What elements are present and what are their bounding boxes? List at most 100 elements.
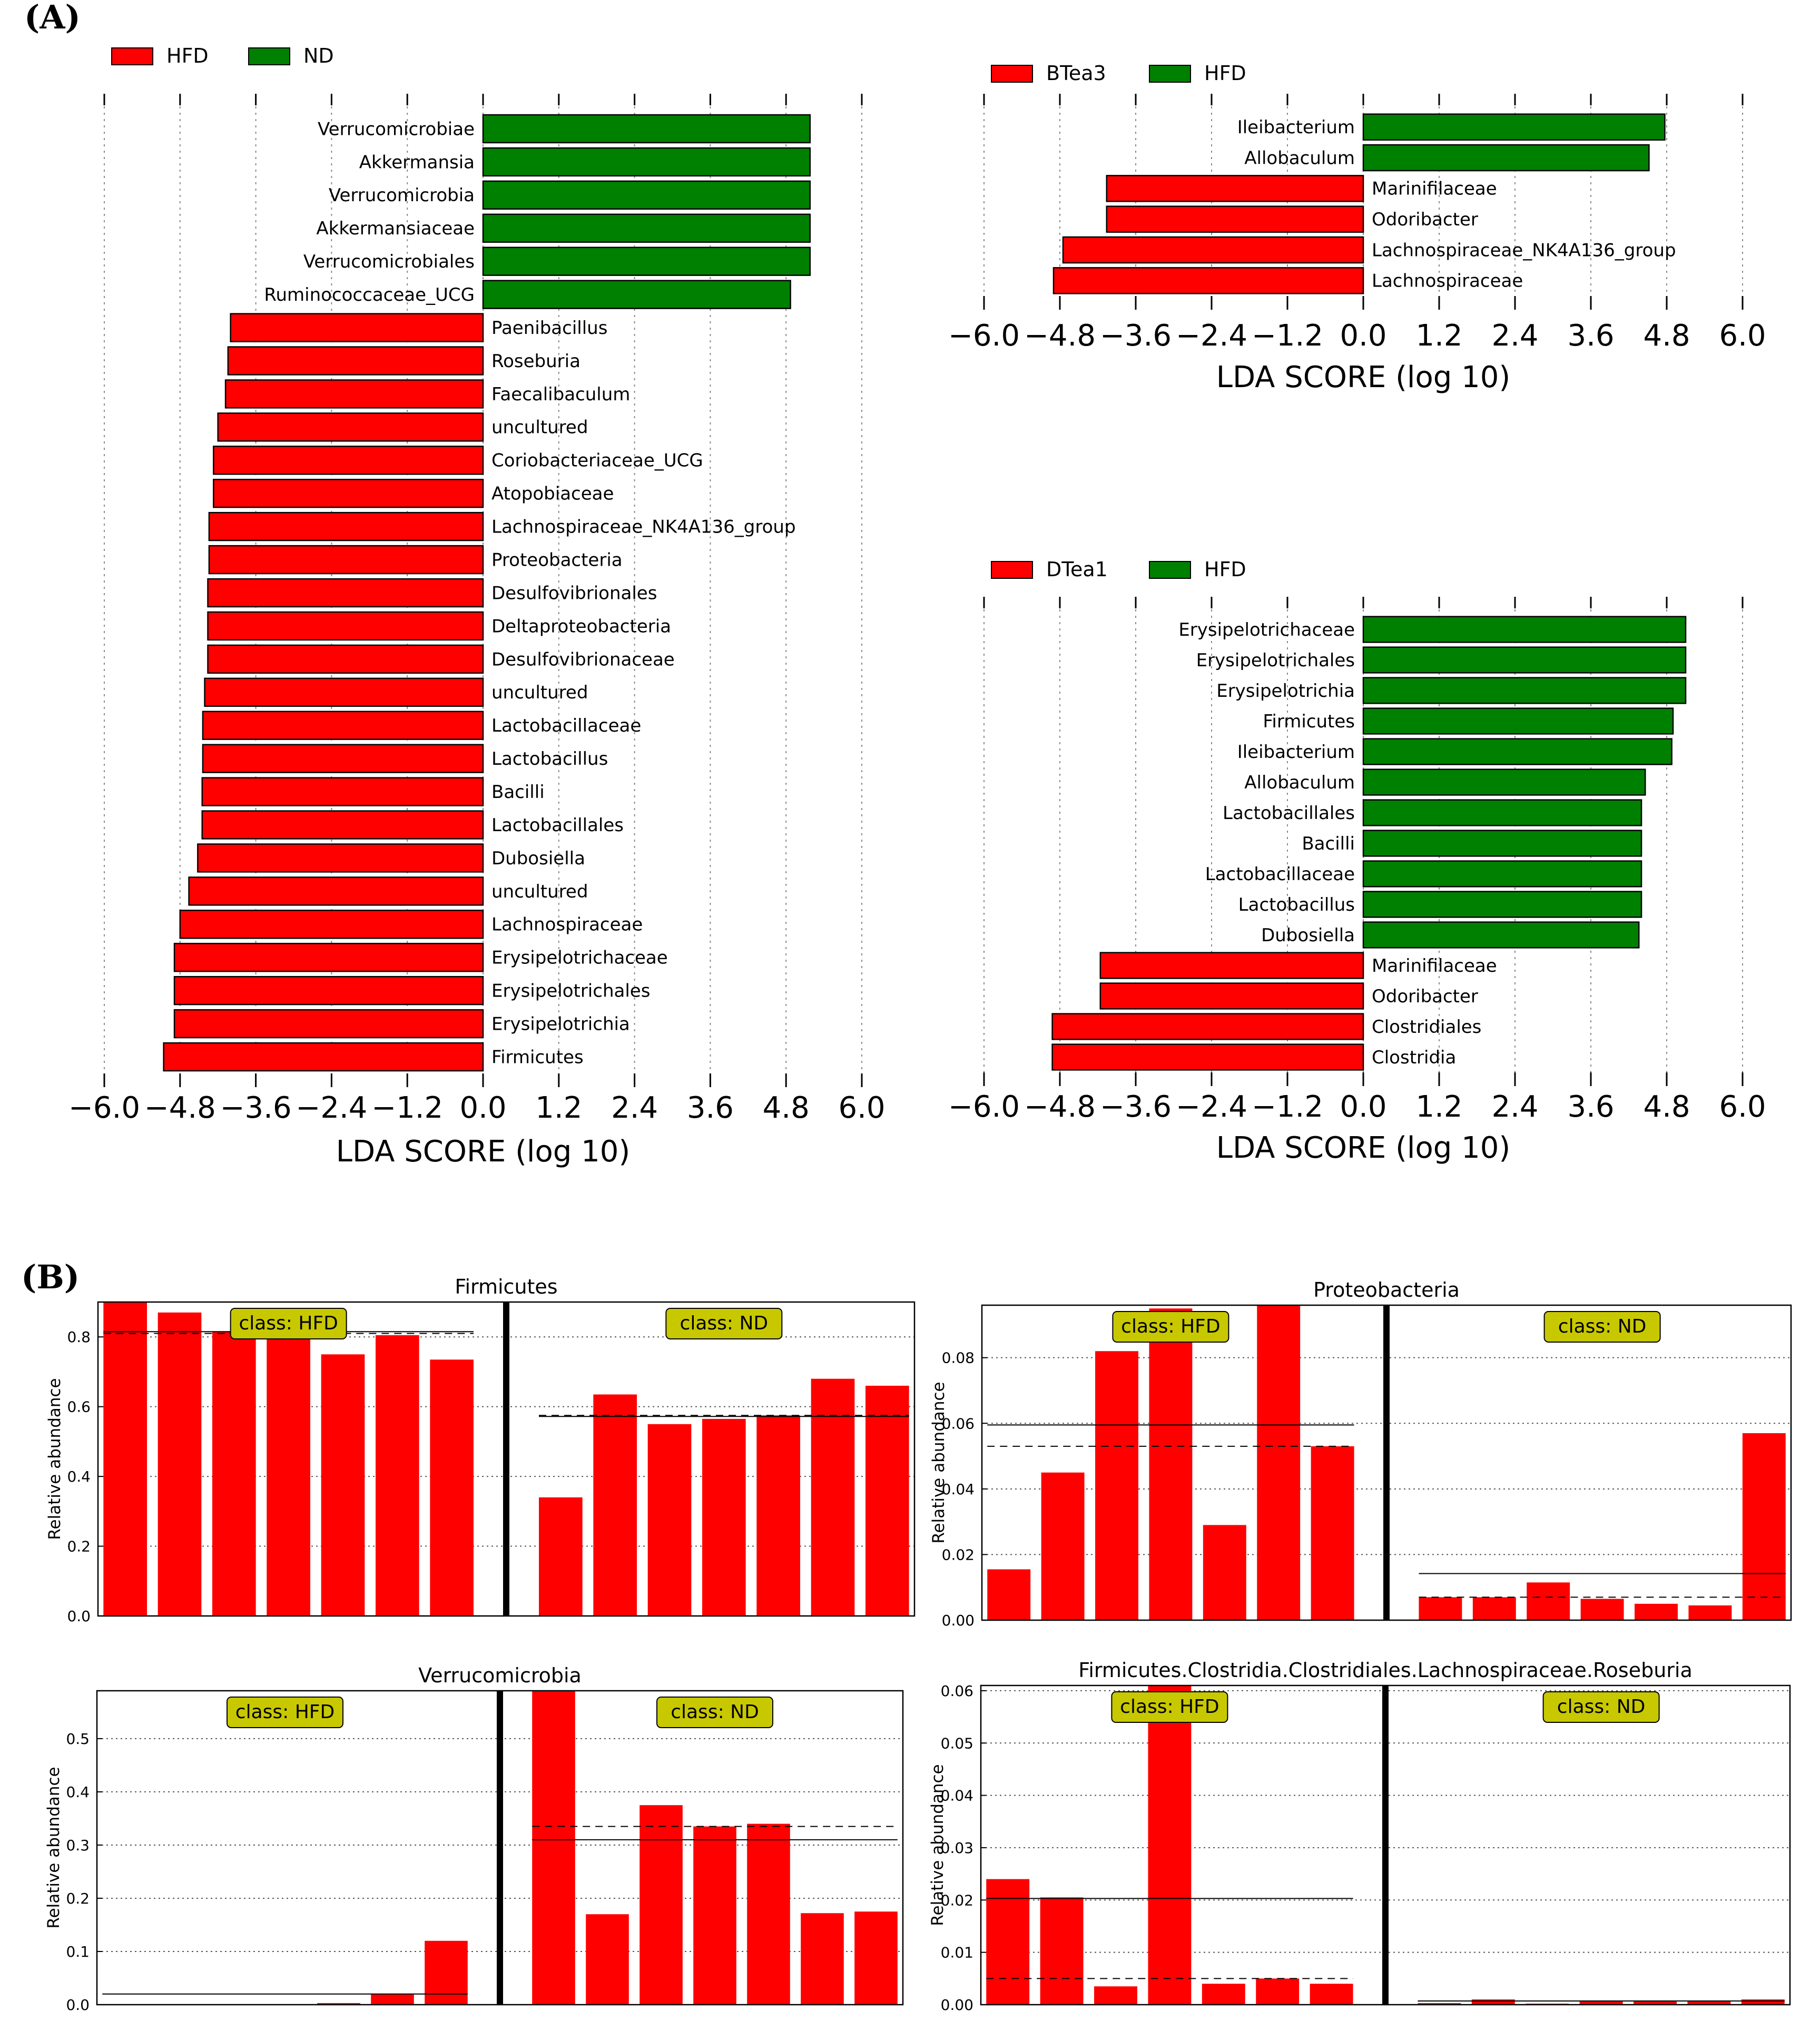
- ab2-bar: [1742, 1433, 1786, 1620]
- lda3-xlabel: LDA SCORE (log 10): [1216, 1131, 1510, 1165]
- ab2-class-label: class: ND: [1558, 1316, 1647, 1337]
- lda3-bar: [1362, 677, 1687, 704]
- lda1-bar-label: Desulfovibrionaceae: [491, 649, 675, 670]
- ab4-ytick-label: 0.00: [941, 1996, 973, 2014]
- ab2-ytick-label: 0.04: [942, 1481, 975, 1498]
- lda1-bar-label: Lactobacillales: [491, 815, 624, 836]
- panel-label-a: (A): [24, 0, 81, 36]
- lda1-chart: −6.0 −4.8 −3.6 −2.4 −1.2 0.0 1.2 2.4 3.6 4.8 6.0 LD…: [68, 44, 886, 1169]
- ab4-bar: [1310, 1984, 1353, 2005]
- lda2-xtick-label: 6.0: [1719, 319, 1766, 353]
- lda1-xtick-label: −1.2: [371, 1091, 443, 1125]
- lda1-bar-label: Verrucomicrobiales: [303, 251, 475, 272]
- ab1-class-label: class: HFD: [239, 1313, 338, 1334]
- lda1-bar: [482, 247, 811, 276]
- ab4-bar: [1040, 1897, 1084, 2005]
- lda1-bar-label: uncultured: [491, 417, 588, 438]
- ab2-ytick-label: 0.08: [942, 1349, 975, 1367]
- lda3-bar: [1362, 646, 1687, 674]
- lda1-bar: [482, 180, 811, 210]
- lda3-xtick-label: 3.6: [1567, 1090, 1614, 1124]
- ab2-ytick-label: 0.02: [942, 1546, 975, 1563]
- ab4-bar: [986, 1879, 1030, 2005]
- lda1-xtick-label: −2.4: [296, 1091, 367, 1125]
- lda2-xtick-label: −1.2: [1252, 319, 1323, 353]
- lda2-bar-label: Allobaculum: [1244, 147, 1355, 169]
- lda2-xtick-label: −4.8: [1024, 319, 1096, 353]
- lda1-bar: [179, 910, 484, 939]
- lda1-bar-label: uncultured: [491, 682, 588, 703]
- lda1-bar: [482, 280, 791, 309]
- lda1-bar-label: Desulfovibrionales: [491, 583, 657, 604]
- lda1-bar-label: Faecalibaculum: [491, 384, 630, 405]
- ab2-bar: [1041, 1472, 1085, 1620]
- lda3-legend-label: DTea1: [1046, 558, 1108, 581]
- ab3-chart: Verrucomicrobia 0.0 0.1 0.2 0.3 0.4 0.5 Relativ…: [44, 1664, 904, 2014]
- ab1-bar: [811, 1378, 855, 1616]
- lda3-bar: [1362, 799, 1642, 826]
- ab4-bar: [1741, 1999, 1785, 2005]
- lda1-bar: [227, 346, 484, 376]
- lda1-bar: [197, 843, 484, 873]
- lda1-bar-label: Lachnospiraceae_NK4A136_group: [491, 517, 796, 538]
- ab3-class-label: class: ND: [671, 1701, 759, 1723]
- lda2-xtick-label: −6.0: [948, 319, 1020, 353]
- lda1-legend-swatch: [111, 47, 153, 65]
- lda1-xtick-label: 1.2: [535, 1091, 582, 1125]
- ab1-bar: [158, 1312, 202, 1616]
- lda3-bar-label: Ileibacterium: [1237, 742, 1355, 763]
- lda3-xtick-label: 4.8: [1643, 1090, 1690, 1124]
- lda3-bar: [1362, 921, 1640, 949]
- ab2-ytick-label: 0.06: [942, 1415, 975, 1432]
- lda3-bar-label: Clostridiales: [1372, 1017, 1481, 1038]
- lda3-xtick-label: 0.0: [1340, 1090, 1386, 1124]
- ab2-bar: [1635, 1603, 1678, 1620]
- lda1-bar-label: Erysipelotrichaceae: [491, 948, 668, 969]
- ab1-bar: [267, 1333, 310, 1616]
- lda2-legend-swatch: [1149, 65, 1191, 83]
- lda3-bar-label: Lactobacillus: [1238, 894, 1355, 915]
- lda3-bar: [1362, 830, 1642, 857]
- lda2-xtick-label: 2.4: [1491, 319, 1538, 353]
- ab4-ytick-label: 0.03: [941, 1839, 973, 1857]
- ab4-class-box: [1542, 1691, 1660, 1723]
- ab2-frame: [981, 1304, 1792, 1621]
- ab4-class-label: class: ND: [1557, 1696, 1646, 1718]
- lda2-xtick-label: 3.6: [1567, 319, 1614, 353]
- ab3-bar: [532, 1691, 575, 2005]
- ab4-bar: [1094, 1986, 1137, 2005]
- lda3-bar-label: Erysipelotrichia: [1216, 681, 1355, 702]
- lda1-bar: [207, 578, 484, 608]
- ab1-ytick-label: 0.4: [67, 1468, 91, 1485]
- ab3-bar: [693, 1826, 736, 2005]
- ab1-class-box: [665, 1308, 783, 1339]
- lda2-bar: [1106, 205, 1364, 233]
- ab1-bar: [212, 1332, 256, 1616]
- lda1-bar-label: Coriobacteriaceae_UCG: [491, 450, 703, 471]
- ab3-class-label: class: HFD: [235, 1701, 335, 1723]
- lda1-legend-label: ND: [303, 44, 334, 67]
- ab3-bar: [747, 1823, 790, 2005]
- lda2-xtick-label: 1.2: [1415, 319, 1462, 353]
- lda2-legend-label: BTea3: [1046, 62, 1106, 85]
- lda2-legend-swatch: [991, 65, 1033, 83]
- ab1-bar: [376, 1335, 419, 1616]
- ab4-bar: [1634, 2000, 1677, 2005]
- lda1-bar: [207, 611, 484, 641]
- lda1-xtick-label: −3.6: [220, 1091, 292, 1125]
- lda2-xtick-label: −3.6: [1100, 319, 1172, 353]
- lda2-bar: [1052, 267, 1364, 294]
- lda1-bar: [224, 379, 484, 409]
- ab1-bar: [321, 1354, 365, 1616]
- lda3-bar-label: Allobaculum: [1244, 772, 1355, 793]
- lda1-bar: [173, 975, 484, 1005]
- ab3-title: Verrucomicrobia: [418, 1664, 582, 1687]
- lda2-bar: [1106, 175, 1364, 202]
- ab3-bar: [586, 1914, 629, 2005]
- lda1-bar-label: Erysipelotrichia: [491, 1014, 630, 1035]
- lda1-bar-label: Deltaproteobacteria: [491, 616, 671, 637]
- lda3-bar-label: Erysipelotrichales: [1196, 650, 1355, 671]
- ab3-bar: [317, 2003, 360, 2005]
- ab3-ytick-label: 0.3: [66, 1837, 90, 1854]
- lda1-xtick-label: 6.0: [838, 1091, 885, 1125]
